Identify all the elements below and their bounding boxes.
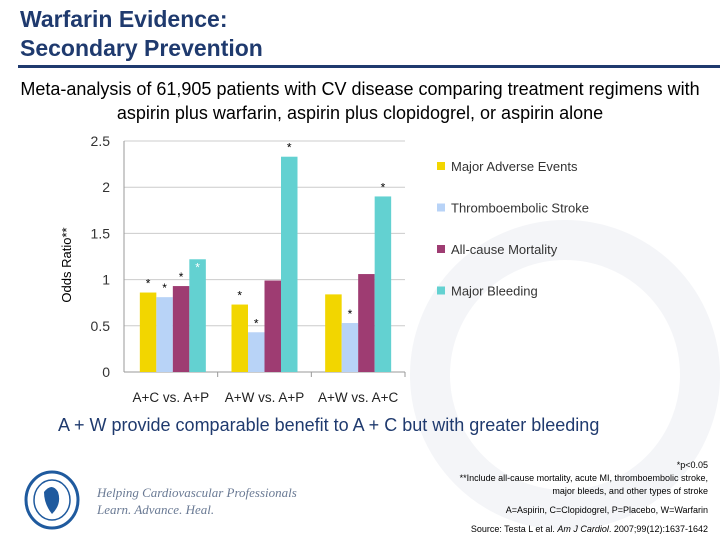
source-citation: Source: Testa L et al. Am J Cardiol. 200…	[448, 523, 708, 536]
acc-seal-logo	[24, 470, 80, 530]
y-axis-label: Odds Ratio**	[59, 227, 74, 302]
x-tick-label: A+W vs. A+C	[318, 390, 399, 405]
source-prefix: Source: Testa L et al.	[470, 524, 558, 534]
legend-swatch	[437, 162, 445, 170]
bar	[281, 156, 298, 372]
bar	[358, 274, 375, 372]
bar	[189, 259, 206, 372]
odds-ratio-footnote: **Include all-cause mortality, acute MI,…	[459, 473, 708, 496]
abbreviations: A=Aspirin, C=Clopidogrel, P=Placebo, W=W…	[505, 505, 708, 515]
legend-label: Major Bleeding	[451, 284, 538, 299]
y-tick-label: 0.5	[91, 318, 111, 334]
significance-star: *	[237, 289, 242, 303]
title-line-2: Secondary Prevention	[20, 35, 263, 61]
x-tick-label: A+C vs. A+P	[133, 390, 210, 405]
tagline: Helping Cardiovascular Professionals Lea…	[97, 484, 297, 518]
bar	[248, 332, 265, 372]
y-tick-label: 1	[102, 272, 110, 288]
x-tick-label: A+W vs. A+P	[225, 390, 305, 405]
bar	[156, 297, 173, 372]
tagline-line-2: Learn. Advance. Heal.	[97, 502, 215, 517]
bar	[231, 304, 248, 372]
footnotes: *p<0.05 **Include all-cause mortality, a…	[448, 459, 708, 536]
page-title: Warfarin Evidence: Secondary Prevention	[20, 5, 263, 63]
source-suffix: . 2007;99(12):1637-1642	[608, 524, 708, 534]
bar	[325, 294, 342, 372]
bar	[172, 286, 190, 372]
title-line-1: Warfarin Evidence:	[20, 6, 228, 32]
significance-star: *	[254, 316, 259, 330]
legend-swatch	[437, 245, 445, 253]
subtitle: Meta-analysis of 61,905 patients with CV…	[20, 79, 700, 123]
significance-star: *	[179, 270, 184, 284]
source-journal: Am J Cardiol	[557, 524, 609, 534]
bar	[374, 196, 392, 372]
legend-label: Major Adverse Events	[451, 159, 578, 174]
legend-label: Thromboembolic Stroke	[451, 201, 589, 216]
bar	[341, 323, 359, 372]
title-divider	[18, 65, 720, 68]
legend-swatch	[437, 286, 445, 295]
y-tick-label: 1.5	[91, 225, 111, 241]
significance-star: *	[381, 180, 386, 194]
bar	[139, 292, 157, 372]
y-tick-label: 2	[102, 179, 110, 195]
tagline-line-1: Helping Cardiovascular Professionals	[97, 485, 297, 500]
significance-star: *	[287, 141, 292, 155]
significance-star: *	[195, 260, 200, 274]
significance-star: *	[162, 281, 167, 295]
legend-label: All-cause Mortality	[451, 242, 558, 257]
y-tick-label: 0	[102, 364, 110, 380]
legend-swatch	[437, 203, 445, 212]
significance-note: *p<0.05	[676, 460, 708, 470]
bar	[264, 280, 281, 372]
conclusion-text: A + W provide comparable benefit to A + …	[58, 415, 600, 435]
significance-star: *	[348, 307, 353, 321]
significance-star: *	[146, 277, 151, 291]
y-tick-label: 2.5	[91, 133, 111, 149]
